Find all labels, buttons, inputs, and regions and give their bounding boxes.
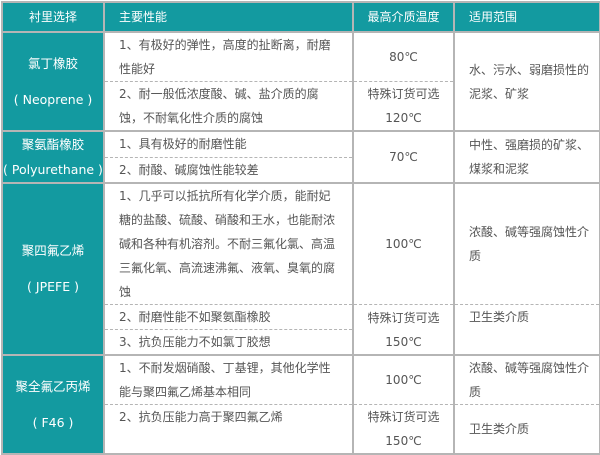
lining-en: ( JPEFE ): [27, 279, 79, 294]
temperature: 特殊订货可选 150℃: [352, 304, 455, 356]
lining-name: 聚氨酯橡胶 ( Polyurethane ): [1, 130, 105, 184]
lining-en: ( Polyurethane ): [3, 162, 103, 177]
table-row: 聚氨酯橡胶 ( Polyurethane ) 1、具有极好的耐磨性能 70℃ 中性…: [1, 130, 600, 184]
application: 浓酸、碱等强腐蚀性介质: [453, 354, 600, 405]
application: 卫生类介质: [453, 304, 600, 356]
temperature: 100℃: [352, 354, 455, 405]
property: 2、抗负压能力高于聚四氟乙烯: [103, 404, 354, 455]
special-order: 特殊订货可选: [367, 310, 440, 325]
lining-name: 聚四氟乙烯 ( JPEFE ): [1, 182, 105, 356]
lining-cn: 聚四氟乙烯: [21, 243, 85, 258]
lining-en: ( Neoprene ): [13, 91, 93, 107]
temperature: 100℃: [352, 182, 455, 305]
temperature: 特殊订货可选 150℃: [352, 404, 455, 455]
property: 2、耐酸、碱腐蚀性能较差: [103, 156, 354, 184]
header-lining: 衬里选择: [1, 1, 105, 33]
lining-cn: 氯丁橡胶: [27, 55, 78, 71]
header-max-temp: 最高介质温度: [352, 1, 455, 33]
table-row: 2、耐一般低浓度酸、碱、盐介质的腐蚀，不耐氧化性介质的腐蚀 特殊订货可选 120℃: [2, 81, 600, 132]
property: 1、不耐发烟硝酸、丁基锂，其他化学性能与聚四氟乙烯基本相同: [103, 354, 354, 405]
special-order: 特殊订货可选: [367, 87, 440, 101]
header-applications: 适用范围: [453, 1, 600, 33]
application: 水、污水、弱磨损性的泥浆、矿浆: [453, 31, 600, 132]
table-row: 聚全氟乙丙烯 ( F46 ) 1、不耐发烟硝酸、丁基锂，其他化学性能与聚四氟乙烯基…: [1, 354, 600, 455]
application: 中性、强磨损的矿浆、煤浆和泥浆: [453, 130, 600, 184]
property: 1、有极好的弹性，高度的扯断离，耐磨性能好: [103, 31, 354, 82]
property: 3、抗负压能力不如氯丁胶想: [103, 329, 354, 356]
temperature: 80℃: [352, 31, 455, 82]
lining-name: 聚全氟乙丙烯 ( F46 ): [1, 354, 105, 455]
temperature: 70℃: [352, 130, 455, 184]
property: 2、耐磨性能不如聚氨酯橡胶: [103, 304, 354, 330]
property: 1、几乎可以抵抗所有化学介质，能耐妃糖的盐酸、硫酸、硝酸和王水，也能耐浓碱和各种…: [103, 182, 354, 305]
table-row: 2、耐磨性能不如聚氨酯橡胶 特殊订货可选 150℃ 卫生类介质: [2, 304, 600, 356]
application: 浓酸、碱等强腐蚀性介质: [453, 182, 600, 305]
table-row: 聚四氟乙烯 ( JPEFE ) 1、几乎可以抵抗所有化学介质，能耐妃糖的盐酸、硫酸…: [1, 182, 600, 356]
application: 卫生类介质: [453, 404, 600, 455]
header-row: 衬里选择 主要性能 最高介质温度 适用范围: [1, 1, 600, 33]
special-temp: 150℃: [385, 434, 422, 448]
property: 2、耐一般低浓度酸、碱、盐介质的腐蚀，不耐氧化性介质的腐蚀: [103, 81, 354, 132]
table-row: 2、耐酸、碱腐蚀性能较差: [2, 156, 600, 184]
lining-cn: 聚全氟乙丙烯: [15, 378, 91, 394]
lining-name: 氯丁橡胶 ( Neoprene ): [1, 31, 105, 132]
table-row: 氯丁橡胶 ( Neoprene ) 1、有极好的弹性，高度的扯断离，耐磨性能好 8…: [1, 31, 600, 132]
lining-en: ( F46 ): [32, 414, 74, 430]
special-temp: 120℃: [385, 111, 422, 125]
property: 1、具有极好的耐磨性能: [103, 130, 354, 158]
temperature: 特殊订货可选 120℃: [352, 81, 455, 132]
lining-cn: 聚氨酯橡胶: [21, 137, 85, 152]
special-order: 特殊订货可选: [367, 410, 440, 424]
header-properties: 主要性能: [103, 1, 354, 33]
table-row: 3、抗负压能力不如氯丁胶想: [2, 329, 600, 356]
special-temp: 150℃: [385, 334, 422, 349]
